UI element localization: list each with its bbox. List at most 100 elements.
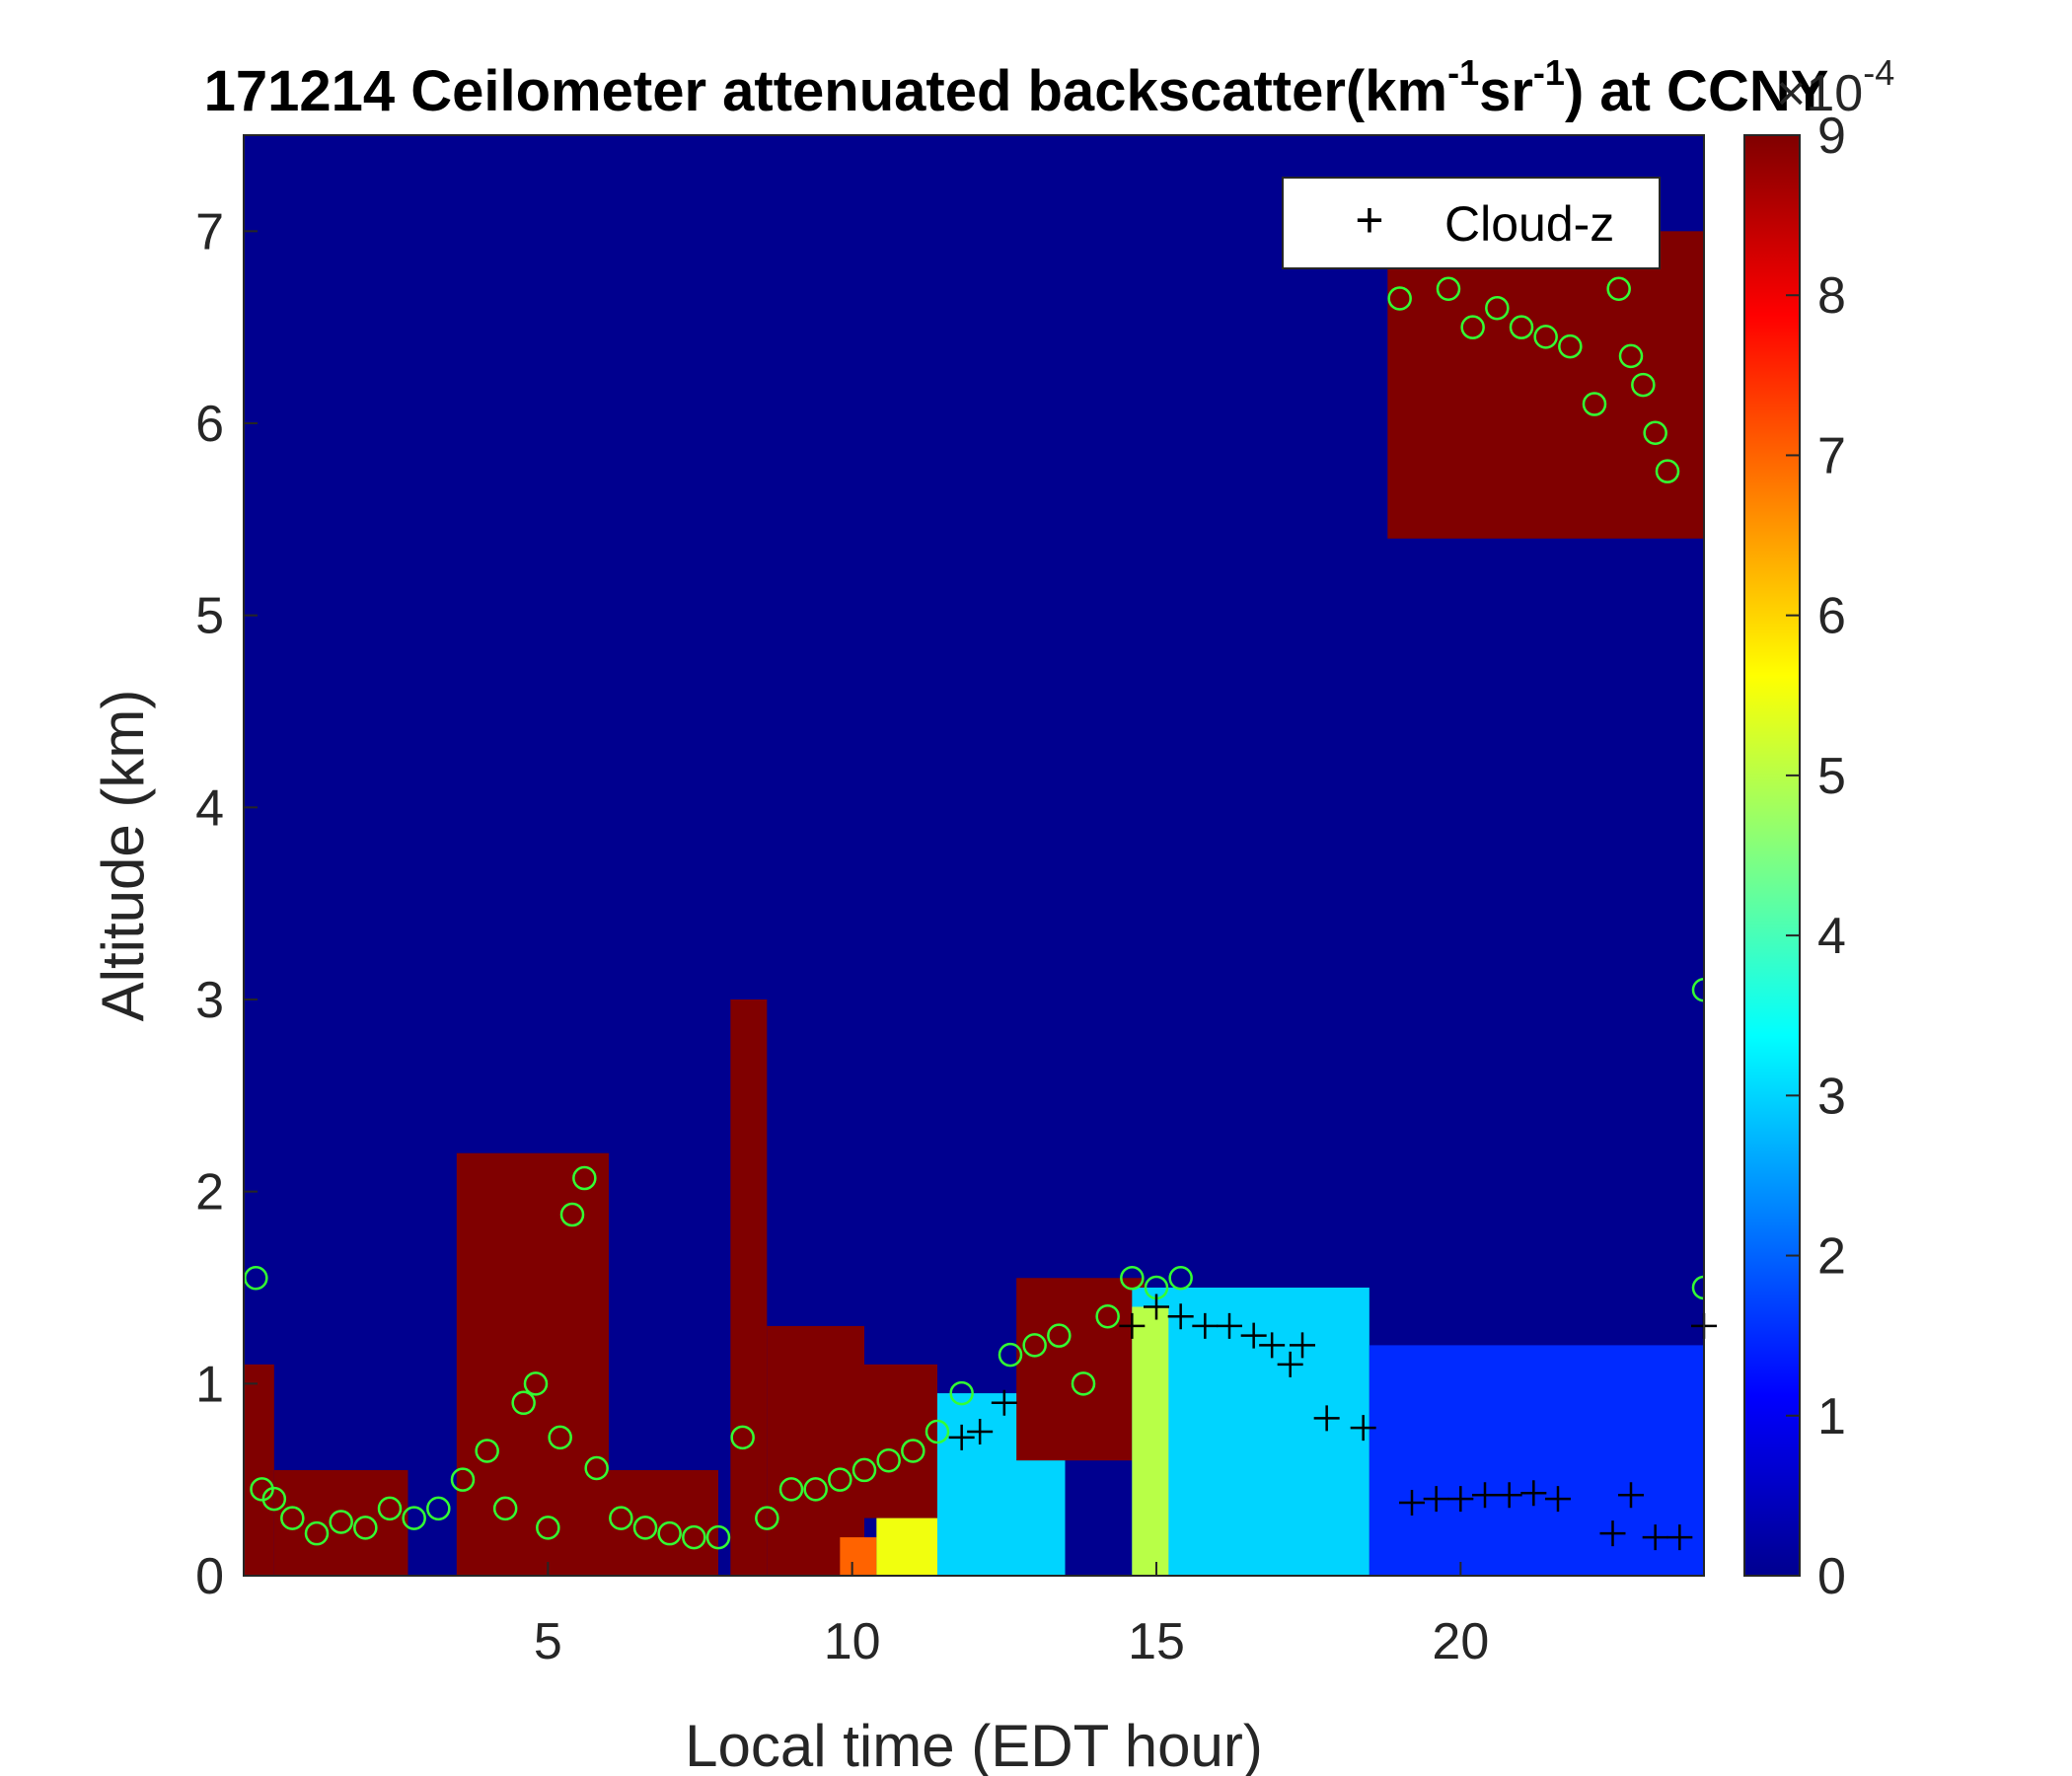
cloud-z-point	[991, 1389, 1017, 1416]
green-circle-point	[353, 1516, 378, 1540]
y-tick-label: 3	[195, 972, 224, 1029]
cloud-z-markers	[948, 1294, 1717, 1551]
green-circle-point	[280, 1506, 305, 1530]
green-circle-point	[828, 1467, 852, 1492]
green-circle-point	[523, 1371, 549, 1396]
green-circle-point	[492, 1496, 518, 1521]
cloud-z-point	[1520, 1480, 1547, 1507]
green-circle-point	[705, 1524, 731, 1550]
green-circle-point	[1071, 1371, 1096, 1396]
green-circle-point	[876, 1447, 901, 1473]
green-circle-point	[682, 1524, 706, 1550]
heatmap-cell	[1387, 231, 1704, 539]
colorbar	[1743, 134, 1801, 1577]
green-circle-point	[572, 1165, 597, 1191]
green-circle-point	[1643, 420, 1667, 445]
green-circle-point	[377, 1496, 403, 1521]
cloud-z-point	[1167, 1303, 1194, 1330]
y-tick-label: 1	[195, 1356, 224, 1413]
heatmap-cell	[244, 1364, 274, 1576]
cloud-z-point	[1472, 1482, 1498, 1509]
cloud-z-point	[1618, 1482, 1644, 1509]
heatmap-cell	[1369, 1345, 1704, 1576]
heatmap-cell	[876, 1517, 937, 1576]
cloud-z-point	[1277, 1351, 1303, 1377]
green-circle-point	[548, 1425, 572, 1450]
colorbar-tick-label: 9	[1817, 108, 1846, 165]
green-circle-point	[1691, 1275, 1704, 1300]
green-circle-point	[1022, 1333, 1047, 1358]
cloud-z-point	[1545, 1486, 1571, 1513]
colorbar-tick-label: 1	[1817, 1388, 1846, 1445]
cloud-z-point	[1240, 1322, 1267, 1349]
green-circle-point	[1485, 295, 1510, 321]
green-circle-point	[1606, 276, 1631, 301]
green-circle-point	[1047, 1323, 1072, 1348]
green-circle-point	[329, 1510, 353, 1534]
green-circle-point	[609, 1506, 633, 1530]
green-circle-point	[244, 1266, 268, 1291]
green-circle-point	[803, 1477, 828, 1502]
green-circle-point	[949, 1380, 974, 1406]
colorbar-tick-label: 4	[1817, 908, 1846, 965]
green-circle-point	[1691, 978, 1704, 1002]
chart-title: 171214 Ceilometer attenuated backscatter…	[204, 52, 1829, 123]
cloud-z-point	[1423, 1486, 1449, 1513]
colorbar-tick-label: 7	[1817, 427, 1846, 484]
cloud-z-point	[1496, 1482, 1522, 1509]
cloud-z-point	[1447, 1486, 1474, 1513]
y-tick-label: 4	[195, 779, 224, 837]
green-circle-point	[584, 1455, 609, 1481]
colorbar-tick-label: 6	[1817, 588, 1846, 645]
heatmap-cell	[456, 1152, 609, 1576]
cloud-z-point	[1666, 1524, 1693, 1551]
cloud-z-point	[1119, 1312, 1146, 1339]
green-circle-point	[402, 1506, 426, 1530]
green-circle-point	[657, 1520, 682, 1546]
green-circle-point	[778, 1477, 804, 1502]
green-circle-point	[755, 1506, 779, 1530]
green-circle-point	[304, 1520, 330, 1546]
x-tick-label: 5	[534, 1613, 562, 1670]
green-circle-point	[1533, 325, 1558, 349]
cloud-z-point	[1144, 1294, 1169, 1320]
green-circle-point	[1436, 276, 1461, 301]
green-circle-point	[426, 1496, 451, 1521]
x-tick-label: 20	[1432, 1613, 1489, 1670]
green-circle-point	[730, 1425, 755, 1450]
colorbar-tick-label: 0	[1817, 1548, 1846, 1605]
colorbar-tick-label: 2	[1817, 1228, 1846, 1286]
green-circle-point	[511, 1390, 536, 1416]
legend: + Cloud-z	[1282, 177, 1661, 269]
cloud-z-point	[1642, 1524, 1668, 1551]
y-tick-label: 6	[195, 396, 224, 453]
y-axis-label: Altitude (km)	[90, 690, 156, 1022]
green-circle-point	[475, 1439, 499, 1463]
y-tick-label: 0	[195, 1548, 224, 1605]
green-circle-point	[632, 1516, 658, 1540]
legend-label: Cloud-z	[1444, 196, 1614, 252]
plot-frame	[243, 134, 1705, 1577]
cloud-z-point	[1399, 1490, 1425, 1517]
x-axis-label: Local time (EDT hour)	[685, 1713, 1263, 1776]
heatmap-cell	[767, 1325, 864, 1576]
heatmap-cell	[273, 1469, 408, 1576]
legend-marker: +	[1355, 192, 1383, 248]
x-tick-label: 15	[1128, 1613, 1185, 1670]
green-circle-point	[1460, 315, 1485, 339]
green-circle-point	[261, 1486, 287, 1512]
green-circle-point	[1095, 1303, 1120, 1329]
green-circle-point	[450, 1467, 476, 1492]
cloud-z-point	[1217, 1312, 1242, 1339]
heatmap-cell	[730, 999, 768, 1576]
green-circle-markers	[244, 238, 1704, 1550]
green-circle-point	[1655, 459, 1680, 483]
colorbar-tick-label: 8	[1817, 267, 1846, 325]
cloud-z-point	[1313, 1405, 1340, 1432]
cloud-z-point	[1192, 1312, 1219, 1339]
green-circle-point	[1618, 343, 1644, 369]
cloud-z-point	[1599, 1520, 1626, 1547]
green-circle-point	[536, 1516, 560, 1540]
y-tick-label: 2	[195, 1164, 224, 1221]
